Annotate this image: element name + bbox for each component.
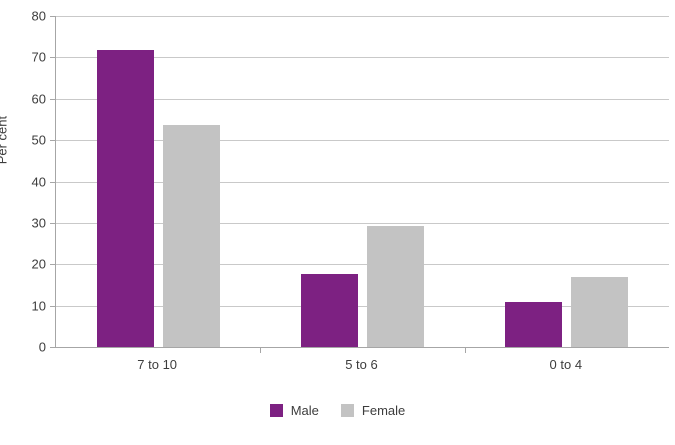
legend-label-male: Male [290, 403, 319, 418]
plot-area: 0 10 20 30 40 50 60 70 80 [32, 9, 669, 355]
legend-swatch-female [340, 404, 354, 417]
x-tick-1 [260, 347, 262, 353]
y-axis-title: Per cent [0, 115, 10, 165]
y-tick-label-30: 30 [31, 215, 46, 231]
y-tick-0 [50, 347, 56, 348]
bar-group-7-to-10 [56, 16, 260, 347]
gridline-y-50 [56, 140, 669, 142]
bar-male-5-to-6 [300, 274, 358, 347]
y-tick-40 [50, 181, 56, 183]
y-tick-10 [50, 305, 56, 307]
legend-label-female: Female [361, 403, 406, 418]
gridline-y-20 [56, 264, 669, 266]
y-tick-label-70: 70 [31, 49, 46, 65]
bar-group-5-to-6 [260, 16, 464, 347]
y-tick-label-50: 50 [31, 132, 46, 148]
x-axis-category-labels: 7 to 10 5 to 6 0 to 4 [55, 357, 668, 372]
x-category-label-7-to-10: 7 to 10 [137, 357, 178, 372]
gridline-y-40 [56, 181, 669, 183]
bar-group-0-to-4 [465, 16, 669, 347]
y-tick-label-20: 20 [31, 256, 46, 272]
legend-item-male: Male [269, 403, 319, 418]
y-tick-label-0: 0 [38, 339, 46, 355]
legend: Male Female [0, 403, 675, 418]
x-category-label-0-to-4: 0 to 4 [549, 357, 583, 372]
gridline-y-70 [56, 57, 669, 59]
bar-female-7-to-10 [162, 124, 220, 347]
y-tick-label-60: 60 [31, 91, 46, 107]
bar-male-7-to-10 [96, 50, 154, 347]
bar-female-0-to-4 [571, 276, 629, 347]
y-tick-50 [50, 140, 56, 142]
y-tick-label-80: 80 [31, 8, 46, 24]
legend-swatch-male [269, 404, 283, 417]
y-tick-label-40: 40 [31, 174, 46, 189]
y-tick-70 [50, 57, 56, 59]
gridline-y-30 [56, 222, 669, 224]
legend-item-female: Female [340, 403, 406, 418]
bar-male-0-to-4 [505, 302, 563, 347]
y-tick-30 [50, 222, 56, 224]
bar-groups [56, 16, 669, 347]
x-tick-2 [464, 347, 466, 353]
gridline-y-10 [56, 305, 669, 307]
gridline-y-60 [56, 98, 669, 100]
y-tick-80 [50, 16, 56, 17]
y-tick-60 [50, 98, 56, 100]
x-category-label-5-to-6: 5 to 6 [345, 357, 378, 372]
y-tick-20 [50, 264, 56, 266]
bar-female-5-to-6 [366, 225, 424, 347]
y-tick-label-10: 10 [31, 298, 46, 314]
gridline-y-80 [56, 16, 669, 17]
